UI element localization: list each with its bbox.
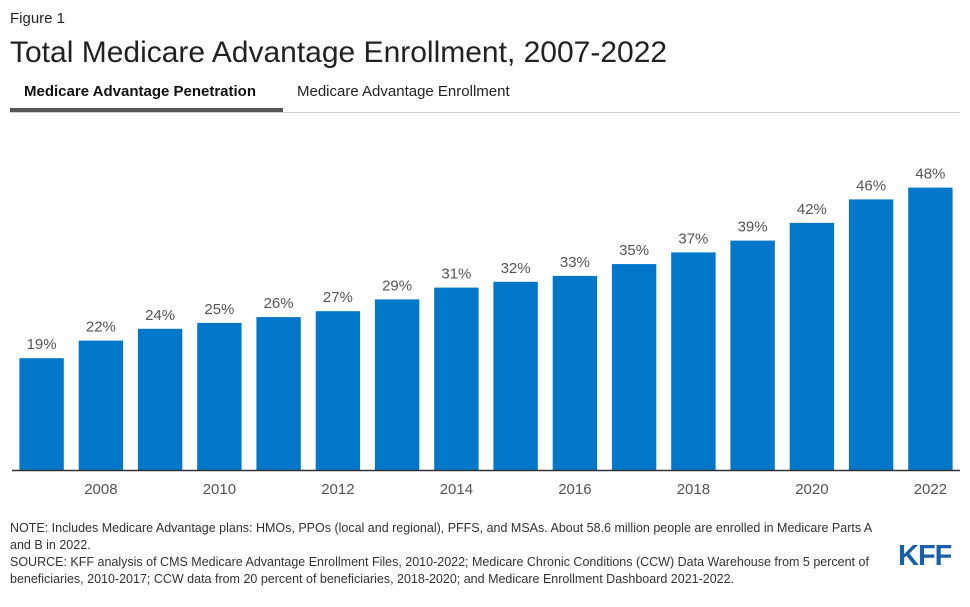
x-tick-2008: 2008 [84,481,117,498]
bar-2011 [256,317,301,470]
data-label-2008: 22% [86,319,116,336]
bar-2016 [552,275,598,470]
data-label-2010: 25% [204,301,234,318]
tab-enrollment[interactable]: Medicare Advantage Enrollment [297,83,510,100]
bar-2007 [19,358,64,470]
bar-2019 [730,240,775,470]
bar-2013 [374,299,420,470]
data-label-2018: 37% [678,230,708,247]
tab-bar: Medicare Advantage Penetration Medicare … [10,78,960,113]
x-tick-2020: 2020 [795,481,828,498]
data-label-2022: 48% [915,166,945,183]
data-label-2012: 27% [323,289,353,306]
source-text: SOURCE: KFF analysis of CMS Medicare Adv… [10,555,869,586]
data-label-2009: 24% [145,307,175,324]
bar-2018 [671,252,716,470]
data-label-2015: 32% [501,260,531,277]
x-tick-2016: 2016 [558,481,591,498]
x-tick-2022: 2022 [914,481,947,498]
x-tick-2012: 2012 [321,481,354,498]
bar-2009 [137,328,183,470]
note-text: NOTE: Includes Medicare Advantage plans:… [10,521,872,552]
data-label-2007: 19% [27,336,57,353]
data-label-2019: 39% [738,219,768,236]
bar-2010 [197,322,242,470]
x-tick-2014: 2014 [440,481,473,498]
data-label-2016: 33% [560,254,590,271]
figure-label: Figure 1 [10,10,66,27]
bar-2008 [78,340,124,470]
x-tick-2018: 2018 [677,481,710,498]
tab-penetration[interactable]: Medicare Advantage Penetration [24,83,257,100]
bar-2021 [848,199,894,470]
bar-2022 [908,187,953,470]
data-label-2017: 35% [619,242,649,259]
chart-notes: NOTE: Includes Medicare Advantage plans:… [10,520,890,588]
data-label-2021: 46% [856,177,886,194]
data-label-2014: 31% [441,266,471,283]
kff-logo: KFF [898,540,952,572]
bar-2014 [434,287,479,470]
data-label-2011: 26% [264,295,294,312]
x-tick-2010: 2010 [203,481,236,498]
data-label-2013: 29% [382,277,412,294]
bar-chart: 19% 22% 2008 24% 25% 2010 26% 27% 2012 29% 31% 2014… [12,166,960,498]
bar-2015 [493,281,538,470]
bar-2012 [315,311,361,470]
bar-2017 [611,264,657,470]
data-label-2020: 42% [797,201,827,218]
active-tab-underline [10,108,283,112]
bar-2020 [789,222,835,470]
chart-title: Total Medicare Advantage Enrollment, 200… [10,36,668,69]
